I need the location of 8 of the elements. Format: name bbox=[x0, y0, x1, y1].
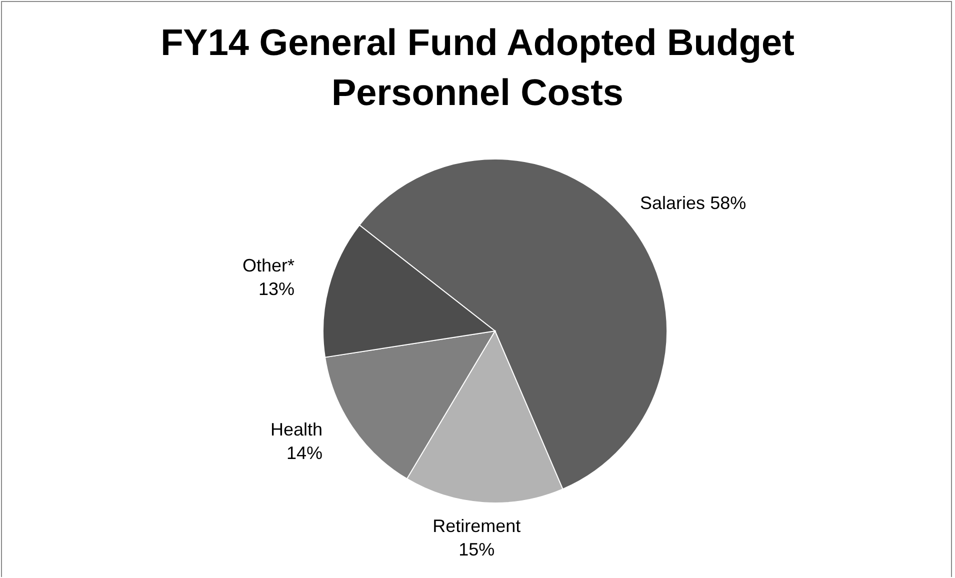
slice-label: Health bbox=[270, 419, 323, 440]
slice-label: Salaries 58% bbox=[640, 192, 746, 213]
chart-title: FY14 General Fund Adopted Budget Personnel Costs bbox=[160, 21, 796, 115]
slice-label: Retirement bbox=[432, 516, 521, 536]
data-label: 15% bbox=[458, 539, 495, 560]
data-label: 13% bbox=[258, 278, 295, 299]
slice-label: Other* bbox=[242, 255, 295, 276]
data-label: 14% bbox=[286, 442, 323, 463]
